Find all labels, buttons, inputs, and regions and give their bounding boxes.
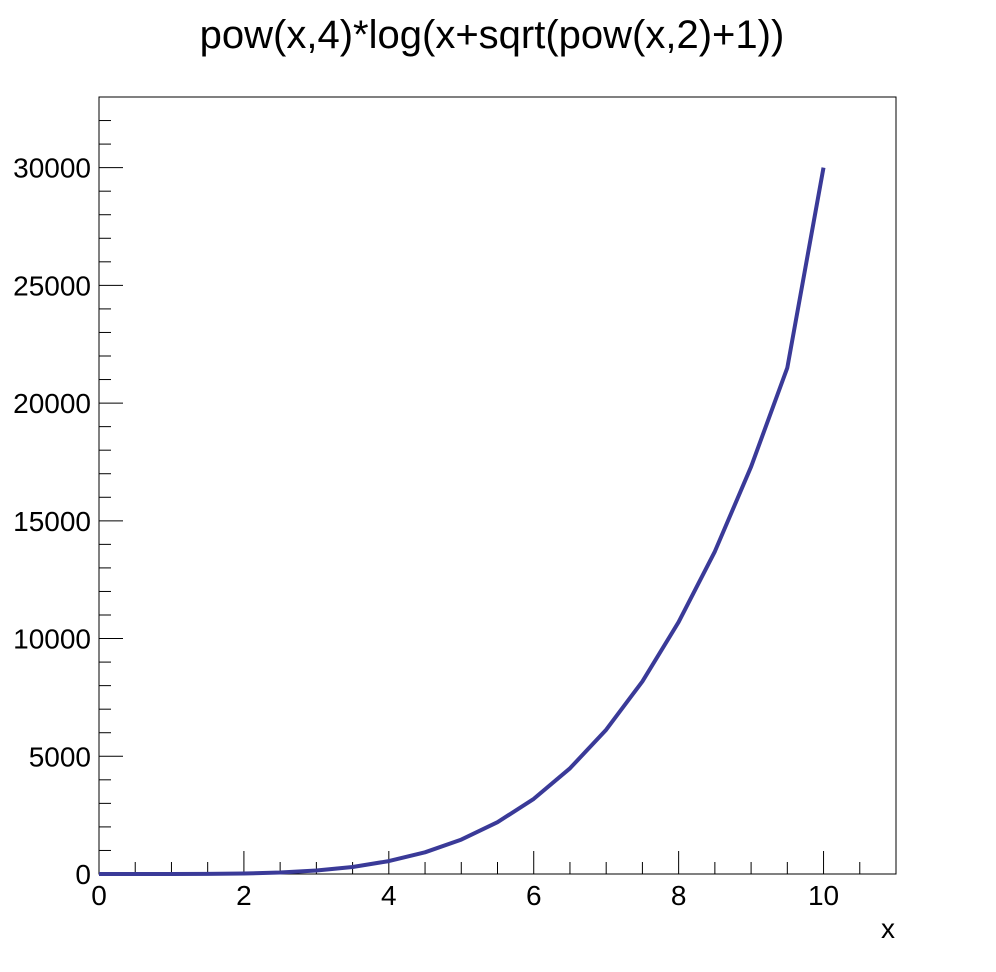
x-tick-label: 10 (808, 880, 839, 911)
y-tick-label: 0 (75, 859, 91, 890)
y-axis-ticks (99, 96, 123, 875)
y-tick-label: 10000 (13, 624, 91, 655)
y-tick-label: 15000 (13, 506, 91, 537)
x-tick-label: 8 (671, 880, 687, 911)
y-axis-tick-labels: 0 5000 10000 15000 20000 25000 30000 (13, 153, 91, 890)
x-axis-title: x (881, 913, 895, 944)
plot-frame (98, 96, 897, 875)
chart-title: pow(x,4)*log(x+sqrt(pow(x,2)+1)) (200, 13, 785, 57)
x-axis-ticks (98, 851, 897, 874)
series-layer (99, 167, 826, 876)
x-tick-label: 6 (526, 880, 542, 911)
x-tick-label: 0 (91, 880, 107, 911)
x-tick-label: 2 (236, 880, 252, 911)
x-axis-tick-labels: 0 2 4 6 8 10 (91, 880, 839, 911)
y-tick-label: 20000 (13, 388, 91, 419)
x-tick-label: 4 (381, 880, 397, 911)
series-line (99, 167, 826, 876)
y-tick-label: 30000 (13, 153, 91, 184)
y-tick-label: 5000 (29, 741, 91, 772)
y-tick-label: 25000 (13, 270, 91, 301)
